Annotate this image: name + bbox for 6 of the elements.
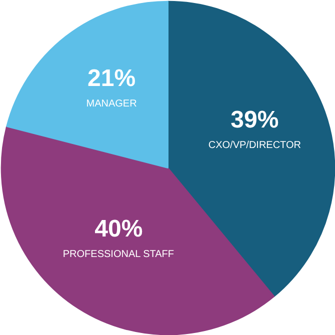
data-label: 40% bbox=[94, 215, 143, 242]
data-label: 21% bbox=[88, 64, 136, 92]
slice-label: MANAGER bbox=[86, 98, 137, 110]
data-label: 39% bbox=[230, 106, 279, 134]
slice-label: CXO/VP/DIRECTOR bbox=[208, 140, 301, 152]
slice-label: PROFESSIONAL STAFF bbox=[62, 249, 174, 260]
